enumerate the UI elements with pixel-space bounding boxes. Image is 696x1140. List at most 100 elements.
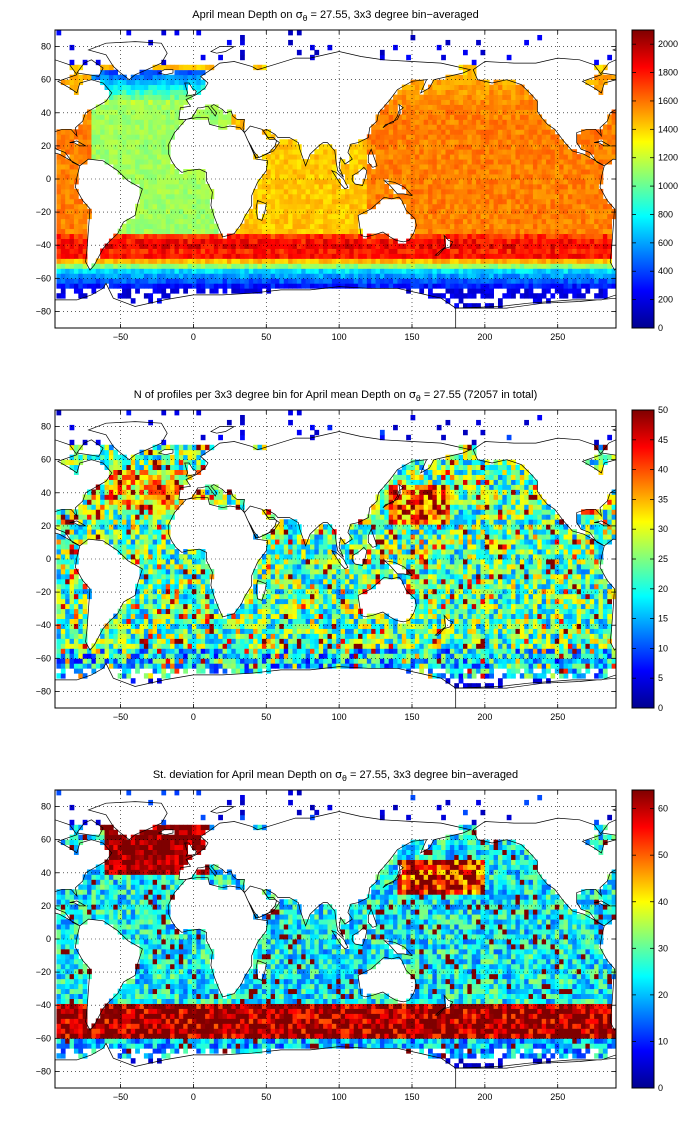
- heatmap-cell-3617: [511, 119, 516, 125]
- heatmap-cell-422: [288, 273, 293, 279]
- heatmap-cell-212: [489, 283, 494, 289]
- heatmap-cell-1337: [489, 238, 494, 244]
- heatmap-cell-179: [344, 283, 350, 289]
- heatmap-cell-3224: [537, 144, 543, 150]
- heatmap-cell-3588: [384, 119, 390, 125]
- heatmap-cell-743: [576, 263, 582, 269]
- heatmap-cell-3060: [104, 149, 110, 155]
- heatmap-cell-1364: [607, 238, 613, 244]
- heatmap-cell-3452: [449, 129, 455, 135]
- heatmap-cell-1738: [419, 218, 425, 225]
- heatmap-cell-2577: [152, 174, 158, 180]
- heatmap-cell-1208: [441, 243, 446, 249]
- heatmap-cell-2668: [122, 169, 127, 175]
- heatmap-cell-1452: [493, 233, 499, 239]
- heatmap-cell-2415: [353, 183, 359, 190]
- heatmap-cell-73: [200, 288, 206, 294]
- heatmap-cell-533: [213, 648, 219, 654]
- heatmap-cell-2510: [349, 179, 355, 185]
- heatmap-cell-3747: [471, 109, 477, 115]
- heatmap-cell-3797: [436, 104, 442, 110]
- heatmap-cell-751: [56, 258, 62, 264]
- heatmap-cell-2784: [288, 164, 293, 170]
- heatmap-cell-2121: [353, 198, 359, 205]
- heatmap-cell-2441: [480, 183, 486, 190]
- heatmap-cell-765: [126, 258, 132, 264]
- heatmap-cell-1701: [170, 218, 175, 225]
- heatmap-cell-3487: [91, 124, 97, 130]
- heatmap-cell-3503: [161, 124, 167, 130]
- heatmap-cell-1275: [205, 238, 210, 244]
- heatmap-cell-3040: [567, 154, 573, 160]
- heatmap-cell-37: [471, 293, 477, 299]
- heatmap-cell-2592: [275, 174, 280, 180]
- heatmap-cell-3572: [157, 119, 162, 125]
- heatmap-cell-2172: [598, 198, 604, 205]
- heatmap-cell-3743: [454, 109, 460, 115]
- heatmap-cell-225: [546, 663, 551, 669]
- heatmap-cell-2799: [358, 164, 363, 170]
- heatmap-cell-160: [261, 663, 267, 669]
- heatmap-cell-3421: [126, 129, 132, 135]
- heatmap-cell-2133: [428, 198, 433, 205]
- heatmap-cell-3005: [414, 154, 420, 160]
- heatmap-cell-687: [331, 263, 337, 269]
- heatmap-cell-3258: [143, 139, 149, 145]
- heatmap-cell-2944: [581, 159, 586, 165]
- heatmap-cell-482: [550, 273, 556, 279]
- heatmap-cell-988: [559, 253, 564, 259]
- heatmap-cell-77: [231, 668, 237, 674]
- heatmap-cell-2433: [445, 183, 451, 190]
- heatmap-cell-1170: [275, 243, 280, 249]
- heatmap-cell-3611: [484, 119, 490, 125]
- heatmap-cell-102: [528, 288, 534, 294]
- heatmap-cell-1912: [283, 208, 289, 215]
- heatmap-cell-3146: [56, 144, 62, 150]
- heatmap-cell-4093: [117, 74, 123, 81]
- heatmap-cell-1320: [410, 238, 416, 244]
- heatmap-cell-3086: [331, 149, 337, 155]
- heatmap-cell-82: [253, 288, 258, 294]
- heatmap-cell-2874: [161, 159, 167, 165]
- heatmap-cell-478: [532, 273, 538, 279]
- heatmap-cell-1102: [515, 248, 521, 254]
- heatmap-cell-1436: [423, 233, 429, 239]
- heatmap-cell-928: [296, 253, 302, 259]
- heatmap-cell-336: [471, 658, 477, 664]
- heatmap-cell-357: [563, 658, 569, 664]
- heatmap-cell-2536: [476, 179, 481, 185]
- heatmap-cell-4122: [611, 74, 616, 81]
- heatmap-cell-2709: [379, 169, 385, 175]
- heatmap-cell-3902: [436, 94, 442, 100]
- heatmap-cell-963: [449, 253, 455, 259]
- heatmap-cell-1175: [296, 243, 302, 249]
- heatmap-cell-1803: [191, 213, 197, 220]
- heatmap-cell-3985: [143, 84, 149, 90]
- heatmap-cell-4109: [191, 74, 197, 81]
- heatmap-cell-398: [183, 273, 188, 279]
- heatmap-cell-2669: [126, 169, 132, 175]
- heatmap-cell-3003: [406, 154, 411, 160]
- heatmap-cell-3615: [502, 119, 508, 125]
- heatmap-cell-3486: [87, 124, 92, 130]
- heatmap-cell-1150: [187, 243, 193, 249]
- heatmap-cell-1058: [323, 248, 328, 254]
- heatmap-cell-1097: [493, 248, 499, 254]
- heatmap-cell-3090: [362, 149, 368, 155]
- heatmap-cell-3785: [213, 104, 219, 110]
- heatmap-cell-369: [56, 653, 62, 659]
- heatmap-cell-1990: [152, 203, 158, 210]
- heatmap-cell-3113: [463, 149, 468, 155]
- heatmap-cell-1685: [60, 218, 66, 225]
- heatmap-cell-133: [143, 283, 149, 289]
- heatmap-cell-3912: [480, 94, 486, 100]
- heatmap-cell-1772: [567, 218, 573, 225]
- heatmap-cell-249: [91, 278, 97, 284]
- heatmap-cell-142: [183, 283, 188, 289]
- heatmap-cell-2728: [463, 169, 468, 175]
- heatmap-cell-4133: [174, 69, 180, 76]
- heatmap-cell-355: [554, 278, 560, 284]
- heatmap-cell-2484: [178, 179, 184, 185]
- heatmap-cell-1260: [139, 238, 145, 244]
- heatmap-cell-3475: [550, 129, 556, 135]
